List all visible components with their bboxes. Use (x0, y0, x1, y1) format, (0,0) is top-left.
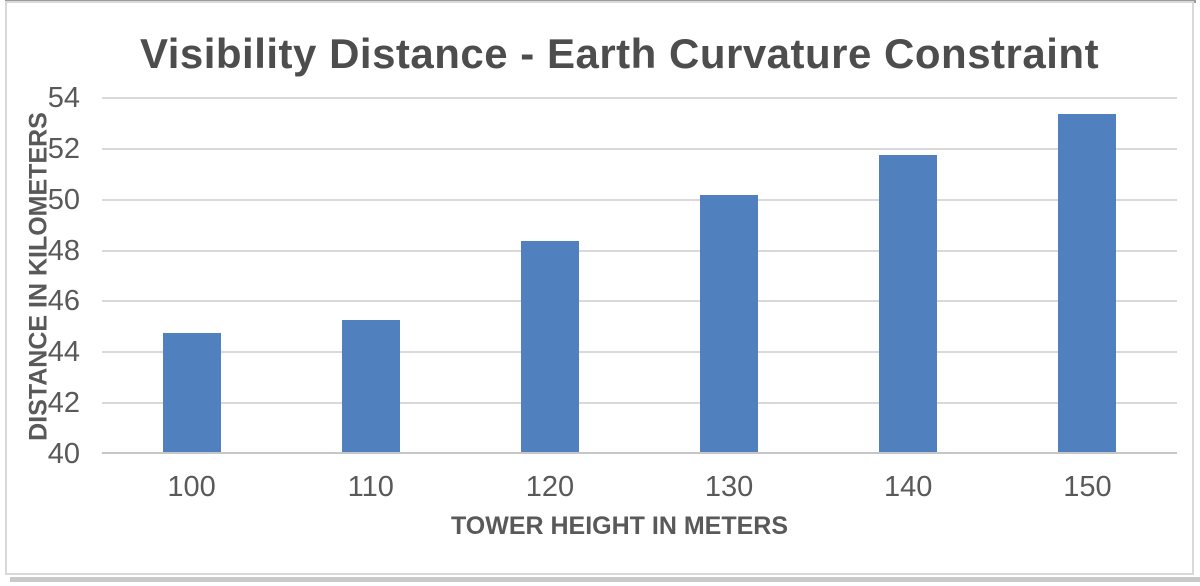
gridline (102, 97, 1177, 99)
bar-130 (700, 195, 759, 452)
gridline (102, 147, 1177, 150)
y-tick-label: 48 (47, 234, 80, 267)
y-tick-label: 44 (47, 336, 80, 369)
x-tick-label: 120 (525, 471, 575, 503)
bottom-window-edge (10, 577, 1200, 582)
gridline (102, 402, 1177, 405)
y-tick-label: 50 (47, 183, 80, 216)
x-tick-label: 110 (347, 471, 394, 503)
y-tick-label: 46 (47, 285, 80, 318)
y-tick-label: 52 (47, 132, 80, 165)
y-tick-label: 40 (47, 438, 80, 470)
gridline (102, 300, 1177, 303)
bar-140 (879, 154, 938, 452)
chart-title: Visibility Distance - Earth Curvature Co… (139, 30, 1100, 77)
chart-frame: Visibility Distance - Earth Curvature Co… (5, 1, 1194, 575)
gridline (102, 351, 1177, 354)
y-tick-label: 42 (47, 387, 80, 420)
bar-150 (1058, 113, 1117, 452)
gridline (102, 249, 1177, 252)
x-tick-label: 150 (1063, 471, 1112, 503)
x-tick-label: 130 (704, 471, 754, 503)
x-axis-title: TOWER HEIGHT IN METERS (450, 512, 789, 540)
x-tick-label: 140 (884, 471, 933, 503)
plot-area (102, 97, 1177, 454)
x-tick-label: 100 (167, 471, 216, 503)
gridline (102, 198, 1177, 201)
bar-120 (520, 240, 579, 452)
y-tick-label: 54 (47, 82, 80, 114)
bar-110 (341, 319, 400, 452)
bar-100 (162, 332, 221, 452)
